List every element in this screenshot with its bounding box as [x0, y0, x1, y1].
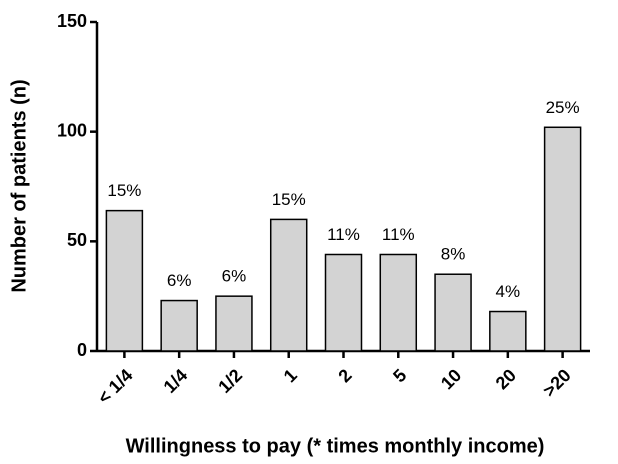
x-tick-label: 1/4	[160, 365, 192, 397]
x-tick-label: >20	[539, 365, 575, 401]
x-tick-label: 20	[492, 365, 520, 393]
x-tick-label: 2	[334, 365, 355, 386]
x-tick-label: 10	[437, 365, 465, 393]
bar-annotation: 25%	[546, 98, 580, 117]
y-tick-label: 50	[67, 230, 87, 250]
y-axis-label: Number of patients (n)	[8, 79, 30, 292]
bar-annotation: 6%	[167, 271, 192, 290]
bar-annotation: 8%	[441, 245, 466, 264]
bar	[543, 126, 582, 352]
x-tick-label: 1	[280, 365, 301, 386]
bar-annotation: 15%	[107, 181, 141, 200]
y-tick-label: 0	[77, 340, 87, 360]
bar-annotation: 11%	[382, 225, 415, 244]
bar	[324, 253, 363, 352]
x-tick-label: 5	[389, 365, 410, 386]
bar-annotation: 11%	[327, 225, 360, 244]
bar	[269, 218, 308, 352]
bar-annotation: 4%	[496, 282, 521, 301]
x-tick-label: 1/2	[214, 365, 246, 397]
bar	[160, 299, 198, 352]
bar-annotation: 15%	[272, 190, 306, 209]
y-tick-label: 100	[57, 120, 87, 140]
bar-annotation: 6%	[222, 267, 247, 286]
bar	[434, 273, 472, 352]
y-tick-label: 150	[57, 11, 87, 31]
bar	[379, 253, 418, 352]
bar	[215, 295, 253, 352]
bar	[105, 209, 144, 352]
bar	[489, 310, 527, 352]
x-axis-label: Willingness to pay (* times monthly inco…	[126, 435, 545, 457]
x-tick-label: < 1/4	[94, 365, 137, 408]
